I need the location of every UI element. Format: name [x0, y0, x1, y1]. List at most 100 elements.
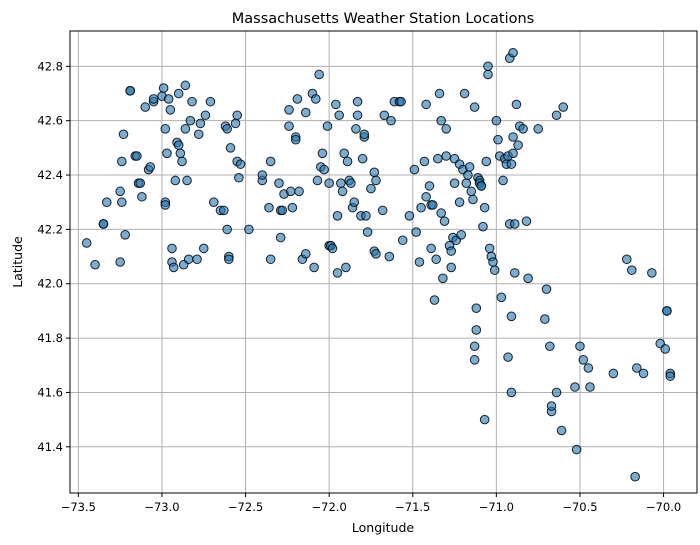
station-point — [484, 243, 495, 254]
data-points — [81, 47, 676, 482]
station-point — [366, 183, 376, 194]
station-point — [463, 170, 473, 180]
station-point — [493, 134, 503, 145]
station-point — [379, 110, 390, 121]
station-point — [222, 224, 232, 235]
station-point — [608, 368, 619, 379]
station-point — [583, 363, 594, 373]
station-point — [117, 156, 127, 167]
station-point — [506, 387, 517, 398]
station-point — [200, 110, 211, 121]
station-point — [396, 96, 406, 107]
station-point — [177, 156, 187, 167]
station-point — [224, 254, 234, 265]
station-point — [471, 325, 482, 335]
station-point — [404, 211, 415, 221]
station-point — [496, 292, 507, 303]
station-point — [511, 99, 522, 110]
station-point — [546, 401, 557, 411]
station-point — [469, 102, 480, 112]
station-point — [235, 159, 246, 169]
station-point — [175, 148, 186, 159]
station-point — [441, 151, 452, 161]
station-point — [290, 134, 301, 145]
station-point — [341, 262, 351, 273]
station-point — [265, 156, 276, 167]
station-point — [436, 208, 446, 218]
station-point — [431, 254, 441, 265]
station-point — [195, 118, 206, 129]
station-point — [135, 178, 146, 188]
x-tick-label: −72.0 — [312, 500, 347, 514]
station-point — [180, 124, 191, 134]
station-point — [331, 99, 341, 110]
station-point — [377, 205, 388, 216]
x-axis-label: Longitude — [352, 520, 414, 535]
x-tick-label: −73.0 — [144, 500, 179, 514]
station-point — [488, 257, 498, 267]
station-point — [461, 178, 472, 188]
station-point — [145, 162, 156, 172]
station-point — [409, 164, 420, 175]
station-point — [508, 148, 518, 159]
station-point — [665, 371, 676, 381]
station-point — [521, 216, 532, 227]
station-point — [509, 268, 520, 278]
y-axis-ticks: 41.4 41.6 41.8 42.0 42.2 42.4 42.6 42.8 — [37, 59, 70, 454]
station-point — [163, 94, 174, 104]
station-point — [274, 178, 284, 188]
station-point — [626, 265, 637, 275]
station-point — [180, 80, 191, 91]
station-point — [523, 273, 533, 284]
station-point — [337, 186, 348, 197]
station-point — [508, 132, 518, 142]
station-point — [101, 197, 112, 208]
station-point — [433, 153, 443, 164]
station-point — [277, 205, 288, 216]
station-point — [125, 85, 135, 96]
station-point — [571, 444, 582, 455]
station-point — [424, 181, 435, 191]
station-point — [446, 262, 457, 273]
station-point — [300, 107, 311, 118]
station-point — [483, 69, 493, 80]
station-point — [621, 254, 632, 265]
station-point — [469, 341, 480, 352]
station-point — [334, 110, 344, 121]
station-point — [513, 140, 523, 150]
station-point — [647, 268, 657, 278]
station-point — [284, 105, 294, 115]
station-point — [476, 181, 487, 191]
station-point — [660, 344, 671, 354]
station-point — [428, 200, 438, 210]
station-point — [426, 243, 436, 254]
y-tick-label: 42.4 — [37, 168, 63, 182]
y-tick-label: 41.8 — [37, 331, 63, 345]
station-point — [541, 284, 552, 294]
station-point — [137, 191, 147, 202]
station-point — [469, 355, 480, 365]
station-point — [148, 94, 159, 104]
station-point — [314, 69, 324, 80]
station-point — [570, 382, 580, 392]
station-point — [312, 175, 323, 186]
y-tick-label: 41.6 — [37, 385, 63, 399]
station-point — [300, 249, 311, 259]
station-point — [386, 115, 396, 126]
station-point — [332, 268, 343, 278]
station-point — [545, 341, 555, 352]
x-tick-label: −72.5 — [228, 500, 263, 514]
station-point — [322, 121, 333, 131]
station-point — [285, 186, 296, 197]
station-point — [339, 148, 350, 159]
station-point — [232, 110, 242, 121]
x-tick-label: −71.0 — [479, 500, 514, 514]
x-tick-label: −70.0 — [646, 500, 681, 514]
station-point — [319, 164, 329, 175]
station-point — [503, 352, 513, 362]
station-point — [630, 471, 640, 482]
station-point — [205, 96, 216, 107]
station-point — [81, 238, 92, 248]
station-point — [414, 257, 425, 267]
